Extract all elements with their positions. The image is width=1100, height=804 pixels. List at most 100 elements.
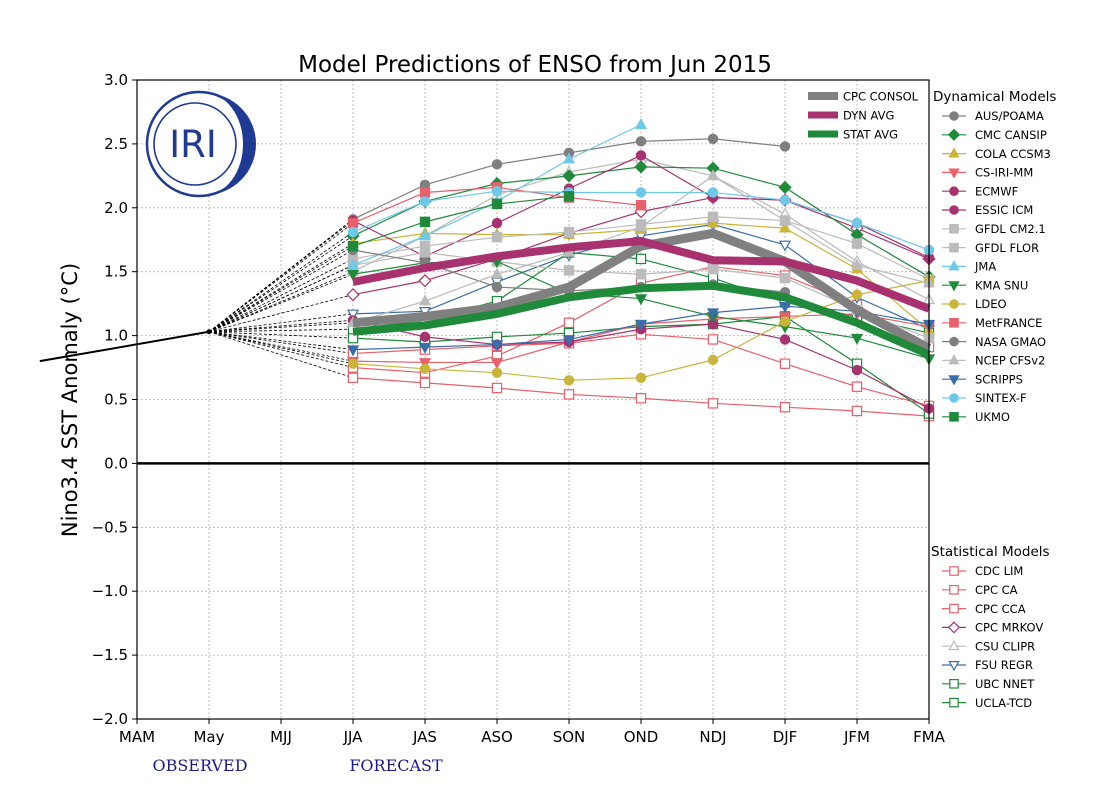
legend-label: CDC LIM [975, 564, 1023, 578]
axis-ticks: MAM May MJJ JJA JAS ASO SON OND NDJ DJF JFM FMA 3.0 2… [92, 71, 946, 746]
series-ncep-cfsv2 [346, 169, 936, 328]
series-ldeo [347, 275, 935, 386]
data-point [850, 333, 864, 345]
y-tick-label: 3.0 [104, 71, 128, 89]
connector-line [208, 249, 354, 333]
legend-label: CPC CA [975, 583, 1018, 597]
dynamical-legend: AUS/POAMA CMC CANSIP COLA CCSM3 CS-IRI-MM EC… [942, 109, 1051, 424]
y-axis-label: Nino3.4 SST Anomaly (°C) [58, 263, 82, 537]
legend-item-jma: JMA [942, 260, 996, 274]
data-point [491, 198, 503, 210]
data-point [634, 294, 648, 306]
data-point [706, 216, 720, 228]
data-point [418, 294, 432, 306]
data-point [346, 288, 360, 302]
data-point [635, 187, 647, 198]
iri-logo: IRI [145, 90, 256, 198]
forecast-connectors [208, 218, 354, 379]
legend-label: SCRIPPS [975, 372, 1023, 386]
data-point [563, 191, 575, 202]
data-point [491, 231, 503, 243]
data-point [778, 180, 792, 194]
data-point [563, 375, 575, 386]
legend-marker [949, 412, 959, 422]
data-point [634, 160, 648, 174]
legend-marker [949, 299, 959, 309]
x-tick-label: JFM [843, 728, 870, 746]
chart-title: Model Predictions of ENSO from Jun 2015 [298, 52, 772, 78]
x-tick-label: MJJ [270, 728, 292, 746]
data-point [562, 169, 576, 183]
data-point [562, 335, 576, 347]
legend-label: DYN AVG [843, 109, 894, 123]
data-point [707, 334, 719, 345]
legend-item-fsu-regr: FSU REGR [942, 658, 1033, 672]
legend-item-ubc-nnet: UBC NNET [942, 677, 1035, 691]
legend-marker [949, 186, 959, 196]
legend-item-ecmwf: ECMWF [942, 184, 1018, 198]
legend-item-essic-icm: ESSIC ICM [942, 203, 1033, 217]
legend-marker [948, 168, 960, 179]
data-point [779, 272, 791, 284]
data-point [635, 136, 647, 147]
data-point [634, 220, 648, 232]
legend-label: ECMWF [975, 184, 1018, 198]
statistical-legend: CDC LIM CPC CA CPC CCA CPC MRKOV CSU CLIPR FS… [942, 564, 1043, 710]
legend-label: UCLA-TCD [975, 696, 1032, 710]
legend-marker [949, 678, 959, 689]
data-point [778, 240, 792, 252]
legend-item-cpc-ca: CPC CA [942, 583, 1018, 597]
observed-label: OBSERVED [152, 756, 247, 775]
legend-item-gfdl-flor: GFDL FLOR [942, 241, 1039, 255]
forecast-label: FORECAST [349, 756, 443, 775]
data-point [563, 317, 575, 329]
connector-line [208, 222, 354, 333]
legend-label: UBC NNET [975, 677, 1035, 691]
consensus-legend: CPC CONSOL DYN AVG STAT AVG [808, 90, 919, 142]
legend-marker [949, 603, 959, 614]
data-point [706, 169, 720, 181]
legend-marker [947, 128, 961, 141]
legend-marker [948, 260, 960, 271]
y-tick-label: 1.5 [104, 263, 128, 281]
connector-line [208, 319, 354, 333]
x-tick-label: ASO [481, 728, 513, 746]
legend-label: STAT AVG [843, 128, 898, 142]
x-tick-label: NDJ [699, 728, 726, 746]
data-point [419, 216, 431, 228]
legend-item-csu-clipr: CSU CLIPR [942, 639, 1035, 653]
data-point [851, 217, 863, 229]
data-point [347, 240, 359, 252]
connector-line [208, 322, 354, 333]
legend-marker [948, 375, 960, 386]
connector-line [208, 264, 354, 333]
x-tick-label: JJA [343, 728, 364, 746]
data-point [851, 405, 863, 417]
series-ukmo [347, 191, 575, 252]
connector-line [208, 331, 354, 365]
data-point [635, 150, 647, 161]
data-point [707, 398, 719, 409]
legend-item-nasa-gmao: NASA GMAO [942, 335, 1046, 349]
data-point [418, 342, 432, 354]
legend-label: GFDL CM2.1 [975, 222, 1046, 236]
data-point [851, 289, 863, 300]
data-point [707, 187, 719, 198]
data-point [635, 200, 647, 211]
data-point [419, 247, 431, 258]
connector-line [208, 331, 354, 354]
series-line [352, 195, 570, 247]
svg-text:Dynamical Models: Dynamical Models [933, 89, 1056, 105]
legend-marker [949, 242, 959, 253]
legend-label: FSU REGR [975, 658, 1033, 672]
data-point [778, 221, 792, 233]
x-tick-label: DJF [773, 728, 798, 746]
connector-line [208, 235, 354, 333]
legend-marker [949, 393, 959, 403]
legend-label: COLA CCSM3 [975, 147, 1051, 161]
data-point [851, 381, 863, 392]
legend-marker [949, 566, 959, 576]
data-point [418, 229, 432, 241]
data-point [707, 211, 719, 222]
legend-item-cdc-lim: CDC LIM [942, 564, 1023, 578]
